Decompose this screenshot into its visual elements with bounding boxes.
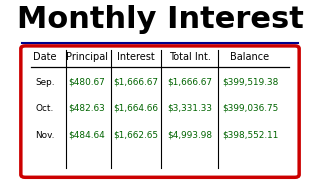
FancyBboxPatch shape [21, 46, 299, 177]
Text: $398,552.11: $398,552.11 [222, 130, 278, 140]
Text: $482.63: $482.63 [68, 103, 105, 112]
Text: Interest: Interest [117, 52, 155, 62]
Text: Monthly Interest: Monthly Interest [17, 5, 303, 34]
Text: $484.64: $484.64 [68, 130, 105, 140]
Text: $480.67: $480.67 [68, 78, 105, 87]
Text: $1,666.67: $1,666.67 [167, 78, 212, 87]
Text: $1,664.66: $1,664.66 [114, 103, 159, 112]
Text: Principal: Principal [66, 52, 108, 62]
Text: $4,993.98: $4,993.98 [167, 130, 212, 140]
Text: $1,666.67: $1,666.67 [114, 78, 159, 87]
Text: $399,519.38: $399,519.38 [222, 78, 278, 87]
Text: $3,331.33: $3,331.33 [167, 103, 212, 112]
Text: Nov.: Nov. [35, 130, 54, 140]
Text: Sep.: Sep. [35, 78, 54, 87]
Text: Total Int.: Total Int. [169, 52, 211, 62]
Text: $1,662.65: $1,662.65 [114, 130, 159, 140]
Text: $399,036.75: $399,036.75 [222, 103, 278, 112]
Text: Date: Date [33, 52, 57, 62]
Text: Balance: Balance [230, 52, 269, 62]
Text: Oct.: Oct. [36, 103, 54, 112]
